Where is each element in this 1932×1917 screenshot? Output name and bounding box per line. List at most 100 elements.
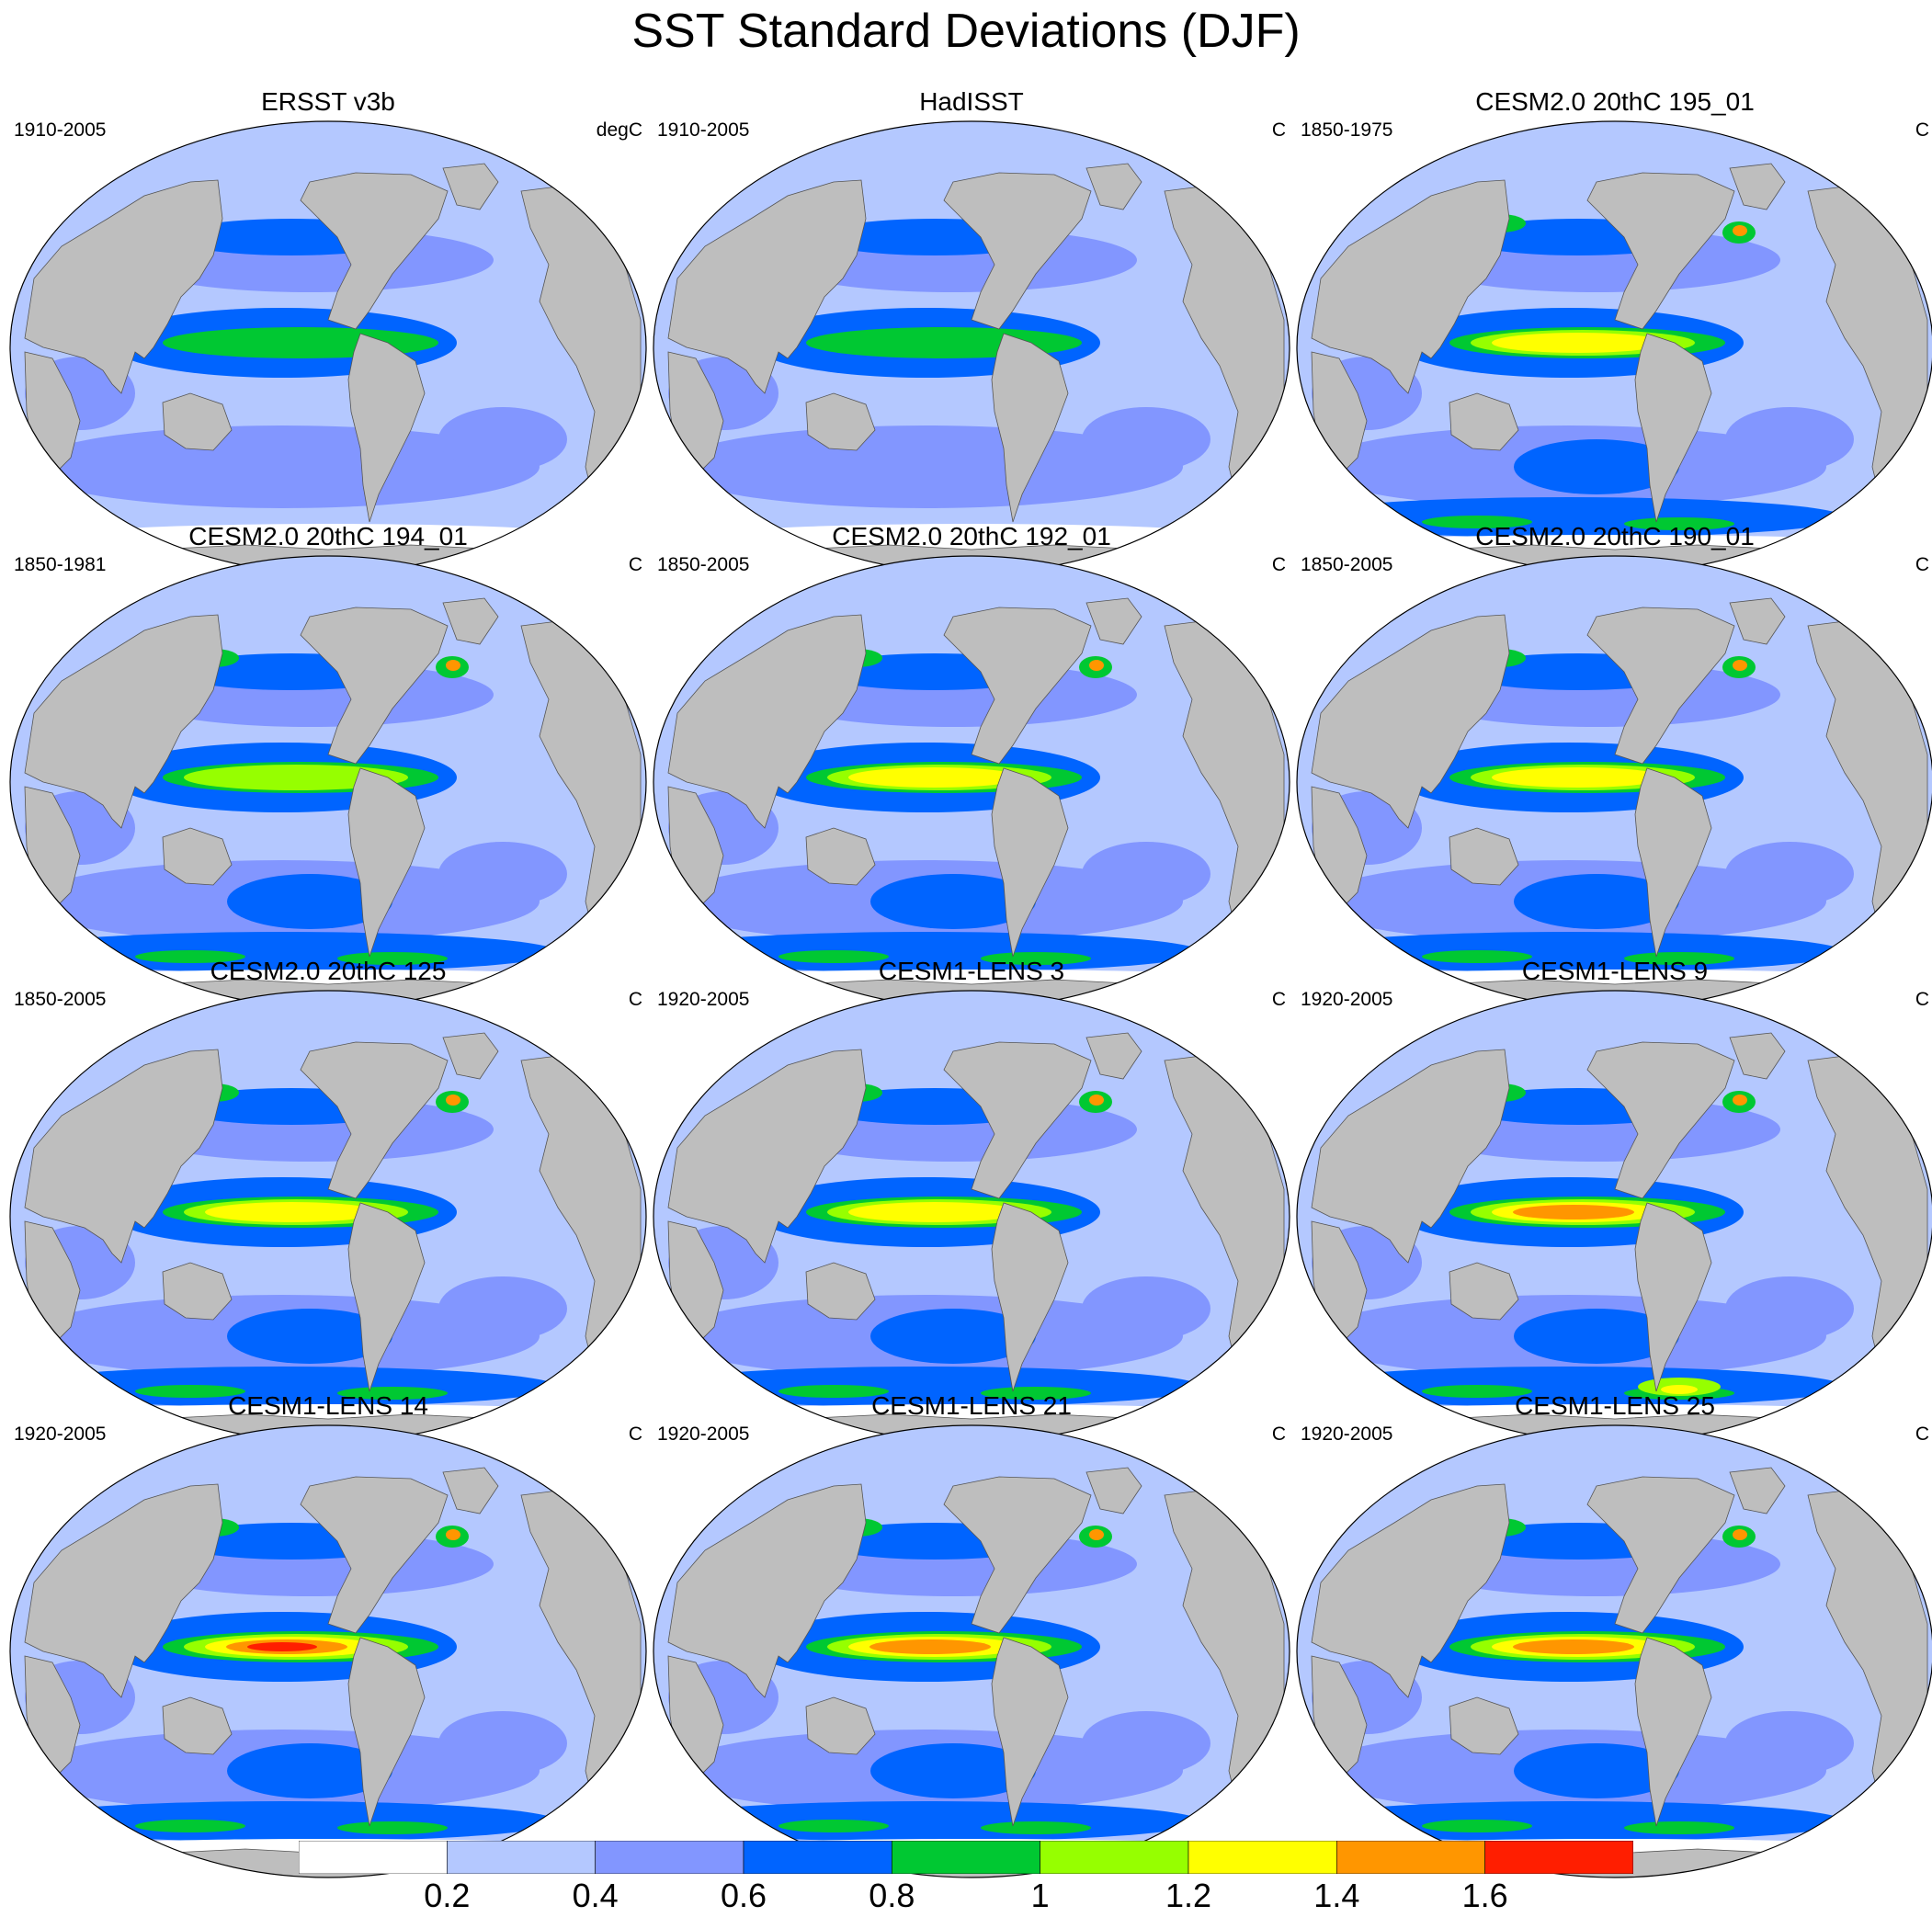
south-america-land [1634,767,1712,958]
north-america-land [943,607,1092,765]
colorbar-label: 0.4 [572,1877,619,1914]
panel-units: C [1271,989,1286,1010]
south-atlantic-band [438,407,567,471]
australia-land [1449,827,1519,886]
southern-streak-west [778,1385,889,1398]
colorbar-box [299,1841,448,1874]
south-pacific-patch [1514,439,1679,494]
colorbar-box [1484,1841,1633,1874]
australia-land [162,827,233,886]
southern-streak-west [1422,950,1532,963]
panel-units: C [1915,119,1929,141]
south-america-land [1634,1202,1712,1392]
enso-level-3 [1492,767,1665,788]
north-america-land [1586,1476,1735,1634]
southern-streak-west [778,1820,889,1832]
south-america-land [347,1637,426,1827]
south-pacific-patch [1514,874,1679,929]
colorbar-box [892,1841,1040,1874]
panel-period: 1920-2005 [1301,1424,1393,1445]
colorbar-label: 1.2 [1165,1877,1212,1914]
south-pacific-patch [870,874,1036,929]
south-pacific-patch [227,1309,392,1364]
eurasia-land [1311,1483,1510,1698]
south-atlantic-band [1725,1711,1854,1775]
gulf-stream-core [446,660,460,671]
south-atlantic-band [1725,842,1854,906]
eurasia-land [1311,179,1510,394]
greenland-land [1085,1467,1142,1514]
southern-streak-east [981,1387,1091,1400]
panel-period: 1910-2005 [657,119,750,141]
sea-ice-edge [714,1404,1229,1419]
greenland-land [442,1467,499,1514]
southern-streak-east [337,1387,448,1400]
southern-streak-core [1661,1385,1698,1394]
colorbar-box [447,1841,596,1874]
sea-ice-edge [1358,1404,1872,1419]
gulf-stream-core [1733,660,1747,671]
greenland-land [442,1032,499,1080]
south-pacific-patch [1514,1309,1679,1364]
panel-grid: ERSST v3b 1910-2005 degC HadISST 1910-2005 C C… [6,87,1932,1878]
south-atlantic-band [438,1276,567,1341]
robinson-map [653,555,1290,1009]
eurasia-land [667,179,867,394]
south-america-land [991,333,1069,523]
south-america-land [347,1202,426,1392]
eurasia-land [667,1049,867,1264]
panel-units: C [628,554,642,575]
sea-ice-edge [71,970,585,984]
colorbar-bar [299,1841,1633,1874]
australia-land [1449,1696,1519,1755]
southern-streak-east [981,1821,1091,1834]
greenland-land [1729,1467,1786,1514]
robinson-map [9,990,647,1444]
sea-ice-edge [1358,970,1872,984]
colorbar-box [1040,1841,1189,1874]
gulf-stream-core [1089,1095,1104,1106]
south-pacific-patch [1514,1743,1679,1798]
panel-period: 1850-2005 [14,989,107,1010]
colorbar-label: 1.6 [1461,1877,1508,1914]
enso-level-4 [1513,1639,1634,1654]
panel-period: 1850-2005 [657,554,750,575]
panel-period: 1920-2005 [657,1424,750,1445]
colorbar: 0.2 0.4 0.6 0.8 1 1.2 1.4 1.6 [299,1841,1633,1914]
eurasia-land [1311,614,1510,829]
panel-units: degC [596,119,642,141]
greenland-land [442,597,499,645]
panel-title: CESM1-LENS 3 [878,957,1065,985]
colorbar-label: 1.4 [1313,1877,1360,1914]
panel-units: C [628,989,642,1010]
north-america-land [1586,607,1735,765]
southern-streak-east [1624,1821,1734,1834]
panel-title: CESM1-LENS 9 [1521,957,1709,985]
map-panel: CESM2.0 20thC 194_01 1850-1981 C [6,521,650,1009]
map-panel: CESM2.0 20thC 192_01 1850-2005 C [650,521,1293,1009]
panel-period: 1850-1981 [14,554,107,575]
gulf-stream-core [446,1529,460,1540]
panel-title: CESM2.0 20thC 192_01 [832,522,1111,550]
north-america-land [300,1041,449,1199]
eurasia-land [24,614,223,829]
gulf-stream-core [1733,225,1747,236]
colorbar-label: 0.6 [720,1877,767,1914]
sea-ice-edge [71,1404,585,1419]
south-america-land [347,333,426,523]
panel-title: CESM2.0 20thC 194_01 [188,522,468,550]
robinson-map [1296,1424,1932,1878]
eurasia-land [667,1483,867,1698]
south-atlantic-band [438,1711,567,1775]
robinson-map [653,120,1290,574]
map-panel: CESM1-LENS 9 1920-2005 C [1293,956,1932,1444]
greenland-land [1729,1032,1786,1080]
colorbar-label: 1 [1030,1877,1050,1914]
greenland-land [1085,163,1142,210]
colorbar-box [1188,1841,1337,1874]
south-atlantic-band [1725,1276,1854,1341]
map-panel: CESM1-LENS 3 1920-2005 C [650,956,1293,1444]
australia-land [805,1262,876,1321]
south-atlantic-band [438,842,567,906]
map-border [9,1424,647,1878]
